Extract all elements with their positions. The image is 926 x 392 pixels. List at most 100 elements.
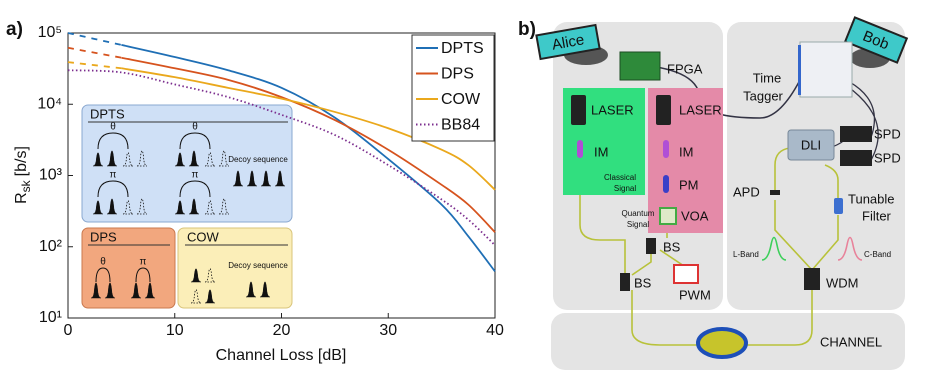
pulse xyxy=(106,198,118,215)
pulse xyxy=(136,198,148,215)
voa xyxy=(659,207,677,225)
x-tick-label: 0 xyxy=(64,322,73,339)
phase-label: θ xyxy=(192,122,198,133)
series-line xyxy=(121,67,496,191)
legend-box xyxy=(411,34,495,142)
pulse xyxy=(232,170,244,187)
phase-label: θ xyxy=(110,122,116,133)
im-label: IM xyxy=(679,144,693,159)
x-tick-label: 30 xyxy=(379,322,397,339)
y-tick-label: 10¹ xyxy=(39,309,62,326)
spd-label: SPD xyxy=(874,126,901,141)
time-tagger-label: Tagger xyxy=(743,88,783,103)
laser-label: LASER xyxy=(591,102,634,117)
filter-label: Tunable xyxy=(848,191,895,206)
y-axis-label: Rsk [b/s] xyxy=(13,146,33,204)
spd xyxy=(840,126,872,142)
x-tick-label: 20 xyxy=(273,322,291,339)
pm xyxy=(663,175,669,193)
phase-arc xyxy=(135,267,151,283)
pulse xyxy=(90,282,102,299)
quantum-label: Signal xyxy=(627,220,649,229)
pulse xyxy=(92,152,104,167)
phase-arc xyxy=(95,267,111,283)
spd-label: SPD xyxy=(874,150,901,165)
pulse xyxy=(188,198,200,215)
series-line xyxy=(121,44,496,273)
legend-label: DPTS xyxy=(441,40,484,57)
pulse xyxy=(106,150,118,167)
time-tagger-port xyxy=(798,45,801,95)
channel-label: CHANNEL xyxy=(820,334,882,349)
pwm xyxy=(673,264,699,284)
fiber xyxy=(745,147,839,346)
time-tagger-box xyxy=(799,41,853,98)
pulse xyxy=(122,152,134,167)
fpga-board xyxy=(619,51,661,81)
im-label: IM xyxy=(594,144,608,159)
wdm-label: WDM xyxy=(826,275,859,290)
series-line xyxy=(67,46,122,59)
bs xyxy=(620,273,630,291)
pulse xyxy=(259,281,271,298)
y-label-sub: sk xyxy=(19,179,33,192)
chart-panel: a) Channel Loss [dB] Rsk [b/s] 10¹ 10² 10³ 1… xyxy=(6,19,504,364)
dli-label: DLI xyxy=(801,137,821,152)
legend-label: DPS xyxy=(441,66,474,83)
dli xyxy=(787,129,835,161)
y-label-unit: [b/s] xyxy=(13,146,30,176)
y-tick-label: 10⁴ xyxy=(37,95,62,112)
l-band-label: L-Band xyxy=(733,250,759,259)
pulse xyxy=(104,282,116,299)
c-band-label: C-Band xyxy=(864,250,891,259)
pulse xyxy=(245,281,257,298)
pulse xyxy=(130,282,142,299)
phase-arc xyxy=(97,132,129,150)
y-tick-label: 10⁵ xyxy=(38,24,62,41)
tunable-filter xyxy=(834,198,843,214)
phase-arc xyxy=(179,132,211,150)
quantum-label: Quantum xyxy=(622,209,655,218)
inset-title: DPS xyxy=(90,229,117,244)
pulse xyxy=(246,170,258,187)
pulse xyxy=(260,170,272,187)
inset-title: DPTS xyxy=(90,106,125,121)
pulse xyxy=(174,200,186,215)
classical-label: Signal xyxy=(614,184,636,193)
bs xyxy=(646,238,656,254)
phase-label: π xyxy=(110,170,117,181)
bob-sign xyxy=(843,16,909,64)
inset-title: COW xyxy=(187,229,220,244)
phase-arc xyxy=(97,180,129,198)
wdm xyxy=(804,268,820,290)
pulse xyxy=(92,200,104,215)
fiber-spool xyxy=(696,327,748,359)
panel-label: b) xyxy=(518,19,536,40)
voa-label: VOA xyxy=(681,208,709,223)
alice-sign xyxy=(535,23,601,61)
spd xyxy=(840,150,872,166)
pulse xyxy=(174,152,186,167)
pulse xyxy=(204,289,216,304)
x-tick-label: 40 xyxy=(486,322,504,339)
pulse xyxy=(204,200,216,215)
c-band-curve xyxy=(837,236,863,261)
pulse xyxy=(136,150,148,167)
y-tick-label: 10³ xyxy=(39,167,63,184)
x-tick-label: 10 xyxy=(166,322,184,339)
pm-label: PM xyxy=(679,177,699,192)
fpga-label: FPGA xyxy=(667,61,703,76)
pulse xyxy=(190,268,202,283)
diagram-panel: b) Alice Bob FPGA Time Tagger LASER IM C… xyxy=(518,16,909,370)
laser-label: LASER xyxy=(679,102,722,117)
classical-label: Classical xyxy=(604,173,636,182)
bob-panel xyxy=(727,22,905,310)
pulse xyxy=(218,198,230,215)
decoy-label: Decoy sequence xyxy=(228,261,288,270)
pulse xyxy=(122,200,134,215)
bs-label: BS xyxy=(634,275,652,290)
panel-label: a) xyxy=(6,19,23,40)
l-band-curve xyxy=(761,236,787,261)
